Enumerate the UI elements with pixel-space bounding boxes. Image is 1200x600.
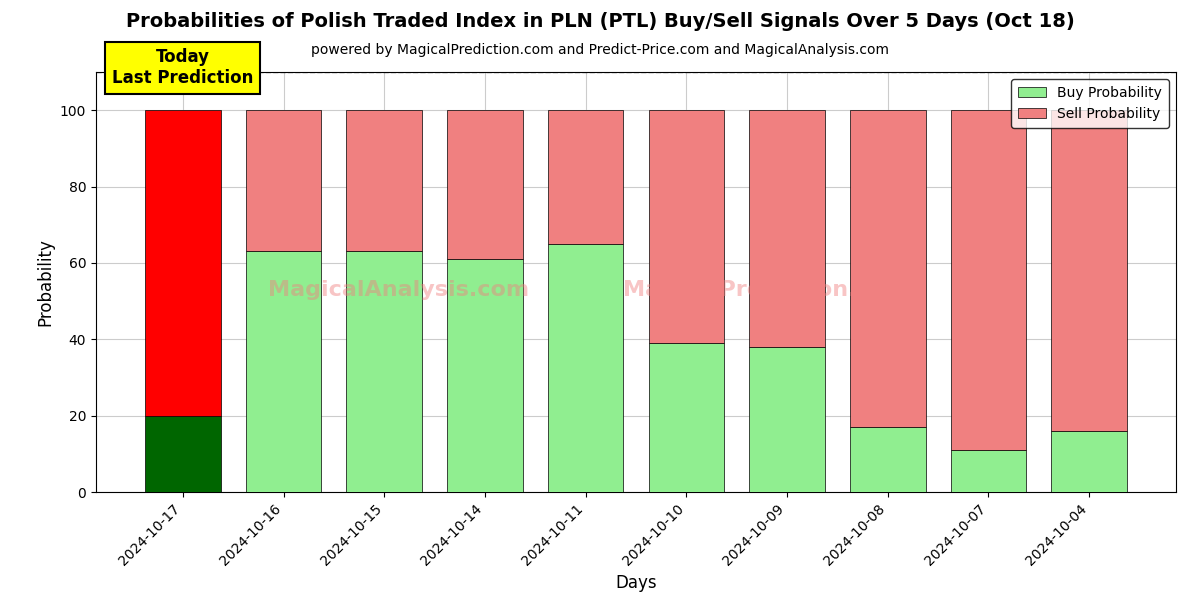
Legend: Buy Probability, Sell Probability: Buy Probability, Sell Probability	[1012, 79, 1169, 128]
Bar	[448, 110, 523, 259]
Bar	[145, 110, 221, 416]
Bar	[246, 110, 322, 251]
Text: Probabilities of Polish Traded Index in PLN (PTL) Buy/Sell Signals Over 5 Days (: Probabilities of Polish Traded Index in …	[126, 12, 1074, 31]
Bar	[850, 110, 925, 427]
Bar	[749, 347, 824, 492]
Bar	[950, 450, 1026, 492]
Bar	[1051, 110, 1127, 431]
Bar	[548, 110, 624, 244]
Bar	[548, 244, 624, 492]
Bar	[246, 251, 322, 492]
Bar	[347, 110, 422, 251]
Bar	[1051, 431, 1127, 492]
Text: MagicalAnalysis.com: MagicalAnalysis.com	[268, 280, 529, 301]
Bar	[648, 110, 724, 343]
Text: Today
Last Prediction: Today Last Prediction	[112, 49, 253, 87]
Bar	[145, 416, 221, 492]
Bar	[950, 110, 1026, 450]
Bar	[648, 343, 724, 492]
Text: powered by MagicalPrediction.com and Predict-Price.com and MagicalAnalysis.com: powered by MagicalPrediction.com and Pre…	[311, 43, 889, 57]
Text: MagicalPrediction.com: MagicalPrediction.com	[623, 280, 908, 301]
Bar	[749, 110, 824, 347]
Bar	[448, 259, 523, 492]
Bar	[347, 251, 422, 492]
X-axis label: Days: Days	[616, 574, 656, 592]
Bar	[850, 427, 925, 492]
Y-axis label: Probability: Probability	[36, 238, 54, 326]
